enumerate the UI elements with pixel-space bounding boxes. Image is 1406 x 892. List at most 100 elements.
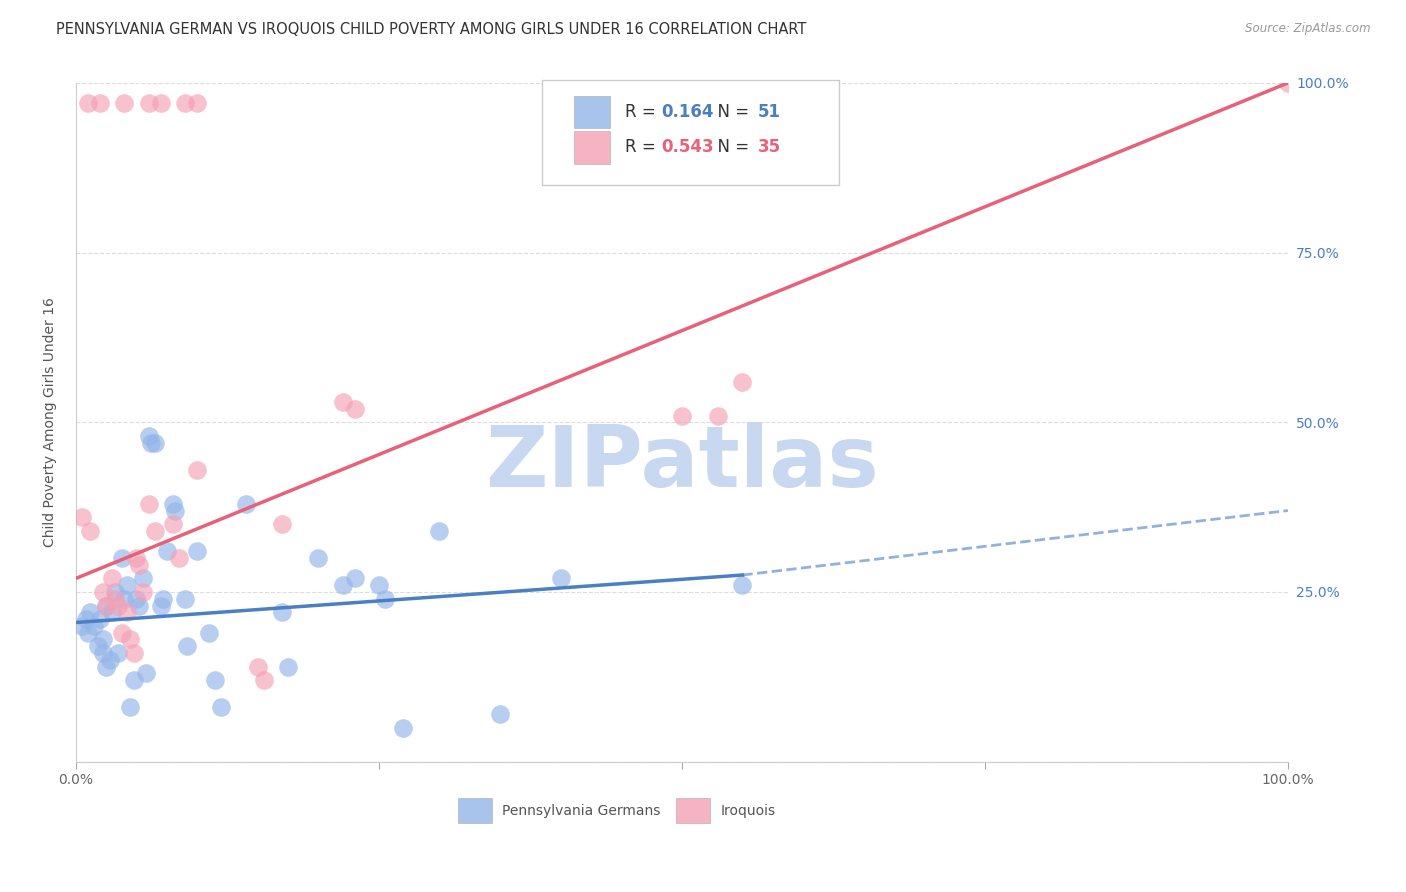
- Point: [89, 612, 111, 626]
- Point: [209, 700, 232, 714]
- Point: [162, 497, 184, 511]
- Point: [307, 551, 329, 566]
- FancyBboxPatch shape: [676, 798, 710, 822]
- Text: 0.164: 0.164: [661, 103, 714, 121]
- Point: [101, 571, 124, 585]
- Point: [131, 571, 153, 585]
- Text: R =: R =: [624, 138, 661, 156]
- Point: [253, 673, 276, 688]
- Point: [107, 646, 129, 660]
- Point: [122, 673, 145, 688]
- Y-axis label: Child Poverty Among Girls Under 16: Child Poverty Among Girls Under 16: [44, 297, 58, 547]
- Point: [174, 96, 197, 111]
- Point: [367, 578, 389, 592]
- Text: N =: N =: [707, 103, 755, 121]
- Point: [731, 375, 754, 389]
- Point: [707, 409, 730, 423]
- Point: [101, 605, 124, 619]
- Point: [131, 585, 153, 599]
- Point: [271, 605, 294, 619]
- Point: [86, 640, 108, 654]
- Point: [89, 96, 111, 111]
- Text: R =: R =: [624, 103, 661, 121]
- Point: [374, 591, 396, 606]
- Point: [79, 524, 101, 538]
- Point: [186, 544, 208, 558]
- Point: [115, 578, 138, 592]
- Point: [392, 721, 415, 735]
- Point: [204, 673, 226, 688]
- Point: [138, 497, 160, 511]
- Point: [120, 700, 142, 714]
- Point: [152, 591, 174, 606]
- Point: [112, 96, 135, 111]
- Point: [271, 517, 294, 532]
- Point: [96, 659, 118, 673]
- Text: 0.543: 0.543: [661, 138, 714, 156]
- Point: [128, 599, 150, 613]
- Point: [104, 585, 127, 599]
- Point: [122, 646, 145, 660]
- Point: [143, 524, 166, 538]
- Text: ZIPatlas: ZIPatlas: [485, 422, 879, 505]
- Text: N =: N =: [707, 138, 755, 156]
- Point: [149, 96, 172, 111]
- Point: [167, 551, 190, 566]
- Point: [77, 625, 100, 640]
- Point: [731, 578, 754, 592]
- Point: [125, 591, 148, 606]
- Point: [138, 96, 160, 111]
- Point: [176, 640, 198, 654]
- Point: [115, 605, 138, 619]
- Point: [96, 599, 118, 613]
- Point: [246, 659, 269, 673]
- Point: [77, 96, 100, 111]
- Point: [186, 96, 208, 111]
- Point: [120, 632, 142, 647]
- Point: [332, 395, 354, 409]
- Point: [125, 551, 148, 566]
- Point: [107, 599, 129, 613]
- Point: [343, 401, 366, 416]
- Point: [277, 659, 299, 673]
- Point: [96, 599, 118, 613]
- FancyBboxPatch shape: [543, 79, 839, 185]
- Point: [174, 591, 197, 606]
- Point: [111, 551, 134, 566]
- Point: [91, 585, 114, 599]
- Point: [98, 653, 121, 667]
- Text: Pennsylvania Germans: Pennsylvania Germans: [502, 804, 661, 818]
- Point: [149, 599, 172, 613]
- Point: [1277, 76, 1299, 90]
- Point: [139, 435, 162, 450]
- Point: [186, 463, 208, 477]
- Point: [671, 409, 693, 423]
- FancyBboxPatch shape: [457, 798, 492, 822]
- Point: [112, 591, 135, 606]
- Point: [489, 707, 512, 722]
- Text: 51: 51: [758, 103, 782, 121]
- Point: [143, 435, 166, 450]
- Point: [111, 625, 134, 640]
- Point: [104, 591, 127, 606]
- Point: [343, 571, 366, 585]
- Text: Source: ZipAtlas.com: Source: ZipAtlas.com: [1246, 22, 1371, 36]
- Point: [138, 429, 160, 443]
- Text: Iroquois: Iroquois: [721, 804, 776, 818]
- Point: [70, 619, 93, 633]
- Point: [75, 612, 97, 626]
- FancyBboxPatch shape: [574, 95, 610, 128]
- Point: [79, 605, 101, 619]
- Text: 35: 35: [758, 138, 782, 156]
- Point: [429, 524, 451, 538]
- Point: [91, 632, 114, 647]
- Point: [550, 571, 572, 585]
- Point: [156, 544, 179, 558]
- Point: [198, 625, 221, 640]
- Point: [70, 510, 93, 524]
- Point: [91, 646, 114, 660]
- FancyBboxPatch shape: [574, 131, 610, 164]
- Point: [128, 558, 150, 572]
- Text: PENNSYLVANIA GERMAN VS IROQUOIS CHILD POVERTY AMONG GIRLS UNDER 16 CORRELATION C: PENNSYLVANIA GERMAN VS IROQUOIS CHILD PO…: [56, 22, 807, 37]
- Point: [83, 619, 105, 633]
